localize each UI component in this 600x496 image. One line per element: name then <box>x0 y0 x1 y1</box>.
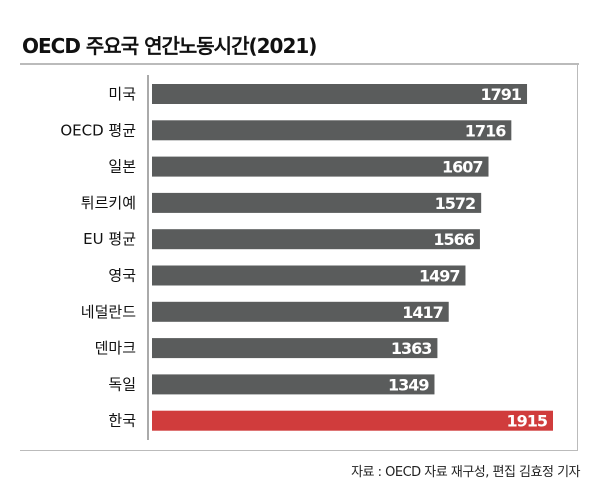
category-label: 미국 <box>108 85 136 103</box>
chart-title: OECD 주요국 연간노동시간(2021) <box>22 34 317 58</box>
category-label: 영국 <box>108 267 136 285</box>
category-label: 한국 <box>108 412 136 430</box>
category-label: EU 평균 <box>83 230 136 248</box>
value-label: 1417 <box>402 303 443 322</box>
value-label: 1915 <box>506 412 547 431</box>
value-label: 1607 <box>442 158 483 177</box>
source-note: 자료 : OECD 자료 재구성, 편집 김효정 기자 <box>351 465 580 480</box>
category-label: 네덜란드 <box>81 303 136 321</box>
value-label: 1566 <box>433 230 474 249</box>
bar <box>152 374 435 395</box>
bar <box>152 265 466 286</box>
bar <box>152 410 553 431</box>
value-label: 1716 <box>465 121 506 140</box>
bar <box>152 301 449 322</box>
value-label: 1572 <box>435 194 476 213</box>
bar <box>152 192 482 213</box>
value-label: 1791 <box>481 85 522 104</box>
value-label: 1363 <box>391 339 432 358</box>
bar <box>152 229 480 250</box>
bar <box>152 156 489 177</box>
value-label: 1497 <box>419 267 460 286</box>
category-label: 튀르키예 <box>81 194 136 212</box>
bar <box>152 84 528 104</box>
bar <box>152 338 438 359</box>
category-label: 일본 <box>108 158 136 176</box>
bar <box>152 120 512 141</box>
chart-frame-top-border <box>20 63 579 65</box>
category-label: 덴마크 <box>95 339 136 357</box>
value-label: 1349 <box>388 375 429 394</box>
category-label: OECD 평균 <box>60 121 136 139</box>
category-label: 독일 <box>108 375 136 393</box>
